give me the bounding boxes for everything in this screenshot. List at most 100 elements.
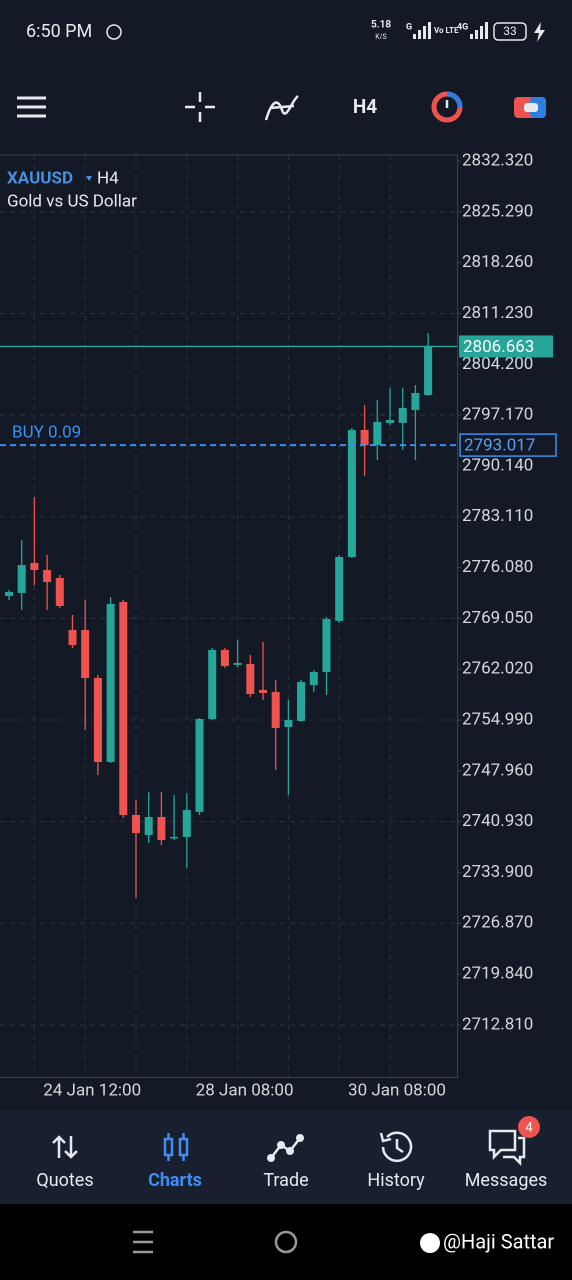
x-tick-label: 28 Jan 08:00 [196,1080,294,1100]
candle-body [335,556,344,621]
candle-body [322,618,331,672]
home-button[interactable] [274,1230,298,1254]
crosshair-button[interactable] [185,92,215,122]
charts-icon[interactable] [163,1133,189,1161]
y-tick-label: 2832.320 [462,150,533,170]
candle-body [93,677,102,762]
candle-body [106,603,115,762]
menu-button[interactable] [17,96,46,118]
candle-body [43,569,52,582]
y-tick-label: 2726.870 [462,913,533,933]
messages-badge-count: 4 [525,1120,533,1135]
y-tick-label: 2797.170 [462,405,533,425]
candle-body [81,629,90,678]
candle-body [233,662,242,665]
candle-body [157,816,166,840]
charging-icon [534,22,545,42]
net-speed: 5.18 [371,20,391,31]
y-tick-label: 2769.050 [462,608,533,628]
candle-body [17,565,26,593]
nav-quotes[interactable]: Quotes [36,1170,93,1191]
watermark: @Haji Sattar [443,1229,554,1253]
quotes-icon[interactable] [52,1135,78,1159]
candle-body [271,691,280,728]
y-tick-label: 2776.080 [462,557,533,577]
objects-button[interactable] [431,91,463,123]
nav-charts[interactable]: Charts [148,1170,202,1191]
position-price-box [459,433,557,457]
history-icon[interactable] [379,1131,413,1163]
candle-body [347,429,356,557]
symbol[interactable]: XAUUSD [7,168,73,188]
y-tick-label: 2719.840 [462,964,533,984]
bid-label-box [459,335,553,358]
y-tick-label: 2754.990 [462,709,533,729]
candle-body [297,681,306,721]
candle-body [259,689,267,693]
volte: Vo LTE [434,26,459,35]
candle-body [360,429,369,446]
battery-level: 33 [503,24,517,38]
position-label: BUY 0.09 [12,423,81,443]
nav-history[interactable]: History [367,1170,425,1191]
candle-body [309,671,318,685]
candle-body [5,591,13,596]
candle-body [195,718,204,812]
candle-body [411,392,420,410]
candle-body [132,814,140,833]
candle-body [246,663,255,694]
trade-button[interactable] [514,97,546,118]
status-icon [106,24,122,40]
position-price: 2793.017 [464,436,535,456]
y-tick-label: 2712.810 [462,1014,533,1034]
candle-body [30,562,39,570]
candle-body [170,836,179,839]
timeframe-button[interactable]: H4 [353,95,377,118]
y-tick-label: 2811.230 [462,303,533,323]
candle-body [119,601,128,815]
bottom-nav [0,1110,572,1204]
battery [493,22,527,41]
candle-body [68,629,77,645]
bid-label: 2806.663 [463,337,534,357]
indicators-button[interactable] [264,94,299,121]
signal-type: G [406,22,412,32]
candle-body [182,809,191,837]
y-tick-label: 2804.200 [462,354,533,374]
y-tick-label: 2818.260 [462,252,533,272]
signal-bars [470,22,488,39]
y-tick-label: 2747.960 [462,760,533,780]
status-time: 6:50 PM [26,21,92,42]
trade-icon[interactable] [267,1134,304,1162]
nav-messages[interactable]: Messages [465,1170,548,1191]
x-tick-label: 24 Jan 12:00 [43,1080,141,1100]
y-tick-label: 2790.140 [462,455,533,475]
candle-body [144,816,153,835]
messages-icon[interactable] [488,1129,526,1167]
signal-type: 4G [457,22,468,32]
symbol-description: Gold vs US Dollar [7,191,137,211]
recent-apps-button[interactable] [133,1230,153,1254]
symbol-dropdown[interactable] [86,176,92,181]
y-tick-label: 2762.020 [462,659,533,679]
signal-bars [413,22,431,39]
y-tick-label: 2783.110 [462,506,533,526]
candle-body [386,419,394,423]
chart: 2832.320 2825.290 2818.260 2811.230 2804.200… [0,150,557,1100]
candle-body [398,407,407,423]
watermark-icon [420,1233,440,1253]
net-speed-unit: K/S [375,33,386,41]
candle-body [373,421,382,446]
chart-timeframe: H4 [97,168,119,188]
nav-trade[interactable]: Trade [263,1170,308,1191]
candle-body [55,577,64,606]
system-nav [0,1204,572,1280]
y-tick-label: 2733.900 [462,862,533,882]
y-tick-label: 2740.930 [462,811,533,831]
messages-badge [518,1116,540,1138]
candle-body [424,346,433,395]
candle-body [284,719,293,727]
x-tick-label: 30 Jan 08:00 [348,1080,446,1100]
